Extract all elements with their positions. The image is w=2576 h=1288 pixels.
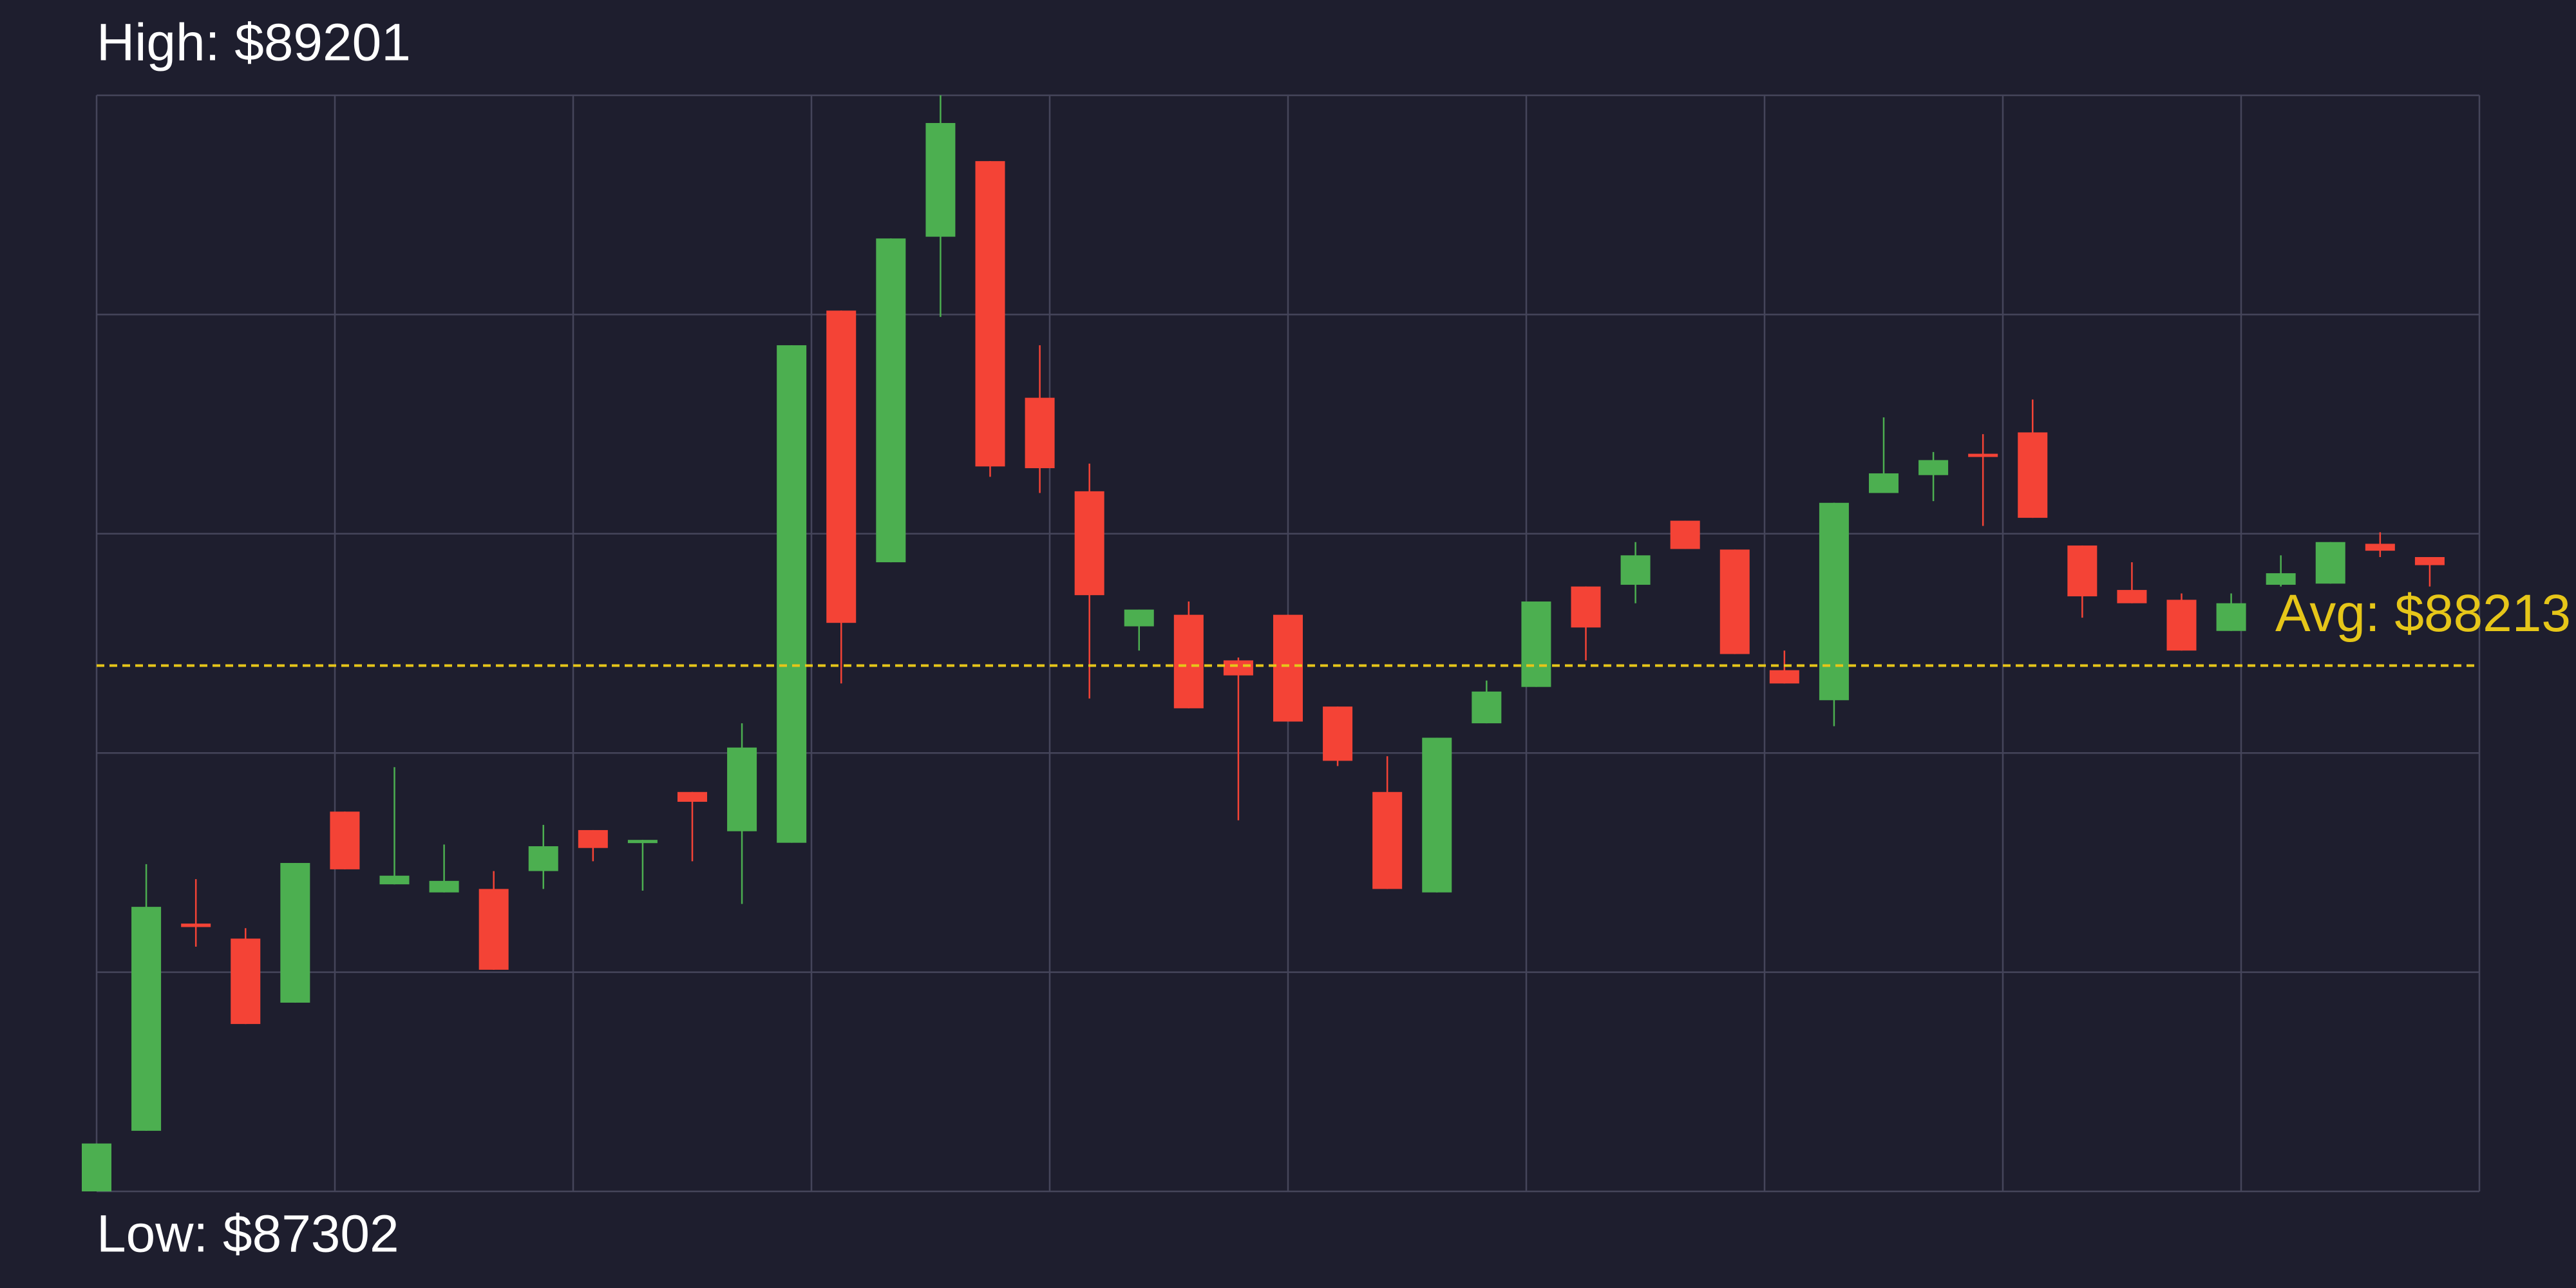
candle-body xyxy=(1819,502,1849,701)
candle-body xyxy=(478,889,509,970)
candle-body xyxy=(2117,590,2147,603)
candle-body xyxy=(1521,601,1551,687)
candle-body xyxy=(379,875,410,885)
candle-body xyxy=(528,846,558,871)
candle-body xyxy=(627,840,658,844)
candle-body xyxy=(131,907,162,1131)
candle-body xyxy=(2166,600,2197,651)
candles xyxy=(82,95,2445,1191)
candle-body xyxy=(826,310,857,623)
candle-body xyxy=(181,923,211,927)
candle-body xyxy=(1571,586,1601,628)
candle-body xyxy=(1918,460,1949,475)
avg-label: Avg: $88213 xyxy=(2275,584,2571,643)
candle-body xyxy=(1025,397,1055,468)
candle-body xyxy=(1323,706,1353,761)
candle-body xyxy=(1472,691,1502,724)
low-label: Low: $87302 xyxy=(97,1205,399,1264)
candle-body xyxy=(925,123,956,237)
candle-body xyxy=(1670,520,1700,549)
candle-body xyxy=(2266,573,2296,585)
candle-body xyxy=(2315,542,2345,584)
candle-body xyxy=(1223,660,1253,676)
candle-body xyxy=(1769,670,1799,684)
candle-body xyxy=(280,863,310,1003)
candle-body xyxy=(1074,491,1104,596)
candle-body xyxy=(1869,473,1899,493)
candle-body xyxy=(1620,555,1651,585)
candle-body xyxy=(578,829,608,848)
candle-body xyxy=(1719,549,1750,654)
high-label: High: $89201 xyxy=(97,14,411,72)
candle-body xyxy=(1372,791,1403,889)
candle-body xyxy=(1273,614,1303,722)
candle-body xyxy=(2018,432,2048,518)
candle-body xyxy=(2067,545,2098,596)
candle-body xyxy=(330,811,360,869)
candle-body xyxy=(2414,557,2445,565)
candle-body xyxy=(2216,603,2246,631)
candle-body xyxy=(727,747,757,831)
candle-body xyxy=(677,791,707,802)
candle-body xyxy=(1968,453,1998,457)
grid xyxy=(95,94,2481,1193)
candle-body xyxy=(429,880,459,893)
candle-body xyxy=(876,238,906,563)
candle-body xyxy=(1173,614,1204,708)
candle-body xyxy=(2365,544,2395,551)
candle-body xyxy=(777,345,807,843)
candle-body xyxy=(975,161,1005,467)
candle-body xyxy=(231,938,261,1025)
candle-body xyxy=(82,1143,111,1191)
candle-body xyxy=(1422,737,1452,893)
candle-body xyxy=(1124,609,1154,627)
